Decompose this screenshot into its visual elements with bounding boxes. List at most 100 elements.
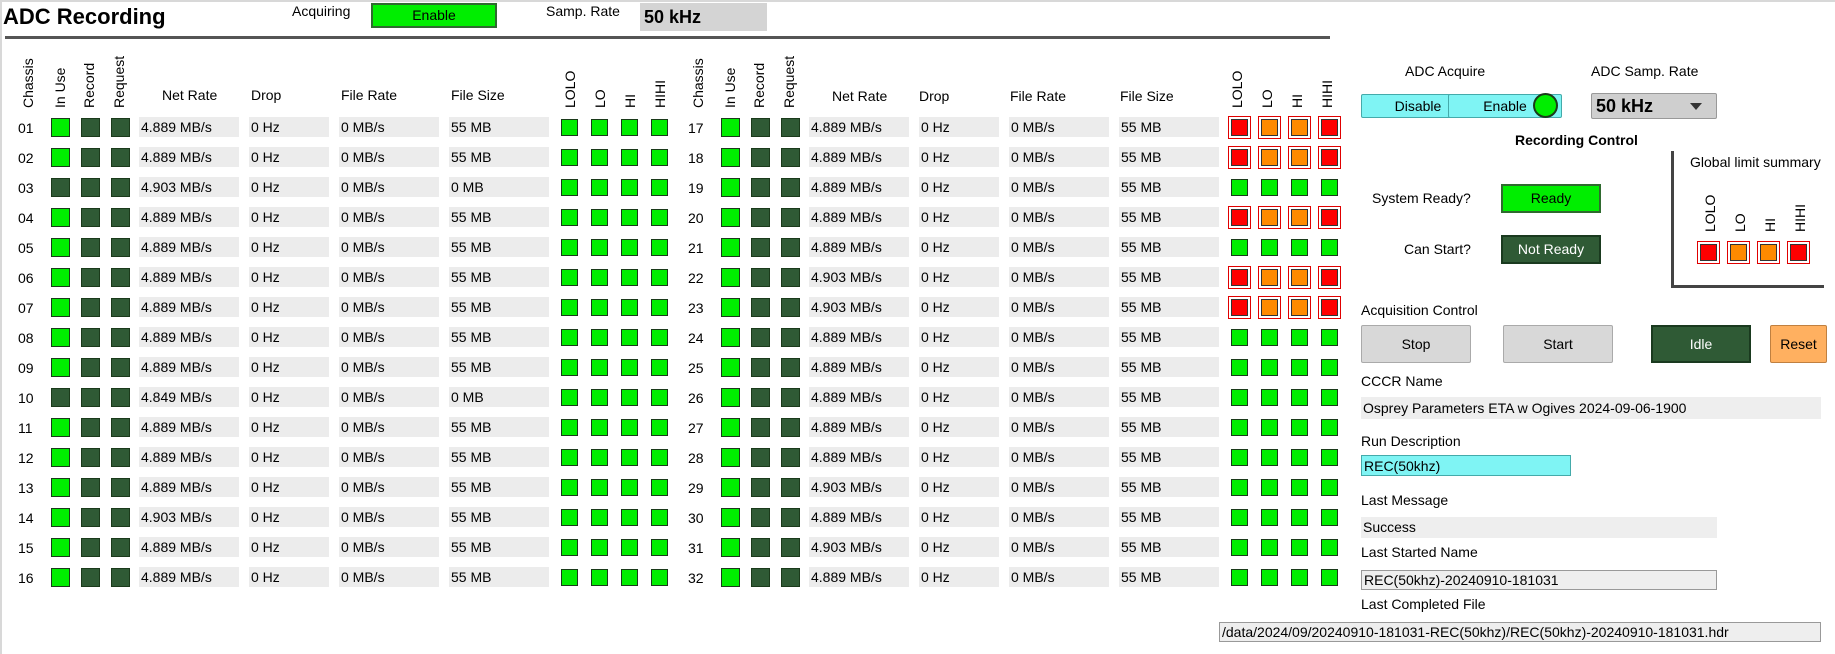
net-rate-field: 4.889 MB/s bbox=[139, 357, 239, 377]
table-row: 27 4.889 MB/s 0 Hz 0 MB/s 55 MB bbox=[670, 417, 1338, 439]
table-row: 23 4.903 MB/s 0 Hz 0 MB/s 55 MB bbox=[670, 296, 1341, 319]
in-use-led bbox=[721, 568, 740, 587]
reset-button[interactable]: Reset bbox=[1770, 325, 1827, 363]
record-led bbox=[751, 418, 770, 437]
col-hi: HI bbox=[1289, 94, 1305, 108]
col-hihi: HIHI bbox=[1319, 80, 1335, 108]
drop-field: 0 Hz bbox=[919, 507, 999, 527]
hihi-indicator bbox=[1318, 236, 1341, 259]
lolo-indicator bbox=[1228, 266, 1251, 289]
limit-fill bbox=[1321, 209, 1338, 226]
limit-fill bbox=[651, 119, 668, 136]
drop-field: 0 Hz bbox=[919, 537, 999, 557]
file-rate-field: 0 MB/s bbox=[339, 477, 439, 497]
drop-field: 0 Hz bbox=[919, 387, 999, 407]
drop-field: 0 Hz bbox=[919, 327, 999, 347]
in-use-led bbox=[51, 178, 70, 197]
limit-fill bbox=[591, 539, 608, 556]
limit-fill bbox=[1291, 569, 1308, 586]
hihi-indicator bbox=[648, 146, 671, 169]
file-size-field: 55 MB bbox=[1119, 147, 1219, 167]
lolo-indicator bbox=[558, 476, 581, 499]
limit-fill bbox=[1231, 479, 1248, 496]
limit-fill bbox=[1261, 149, 1278, 166]
adc-samp-rate-dropdown[interactable]: 50 kHz bbox=[1591, 93, 1717, 119]
table-row: 19 4.889 MB/s 0 Hz 0 MB/s 55 MB bbox=[670, 177, 1338, 199]
hi-indicator bbox=[1288, 266, 1311, 289]
drop-field: 0 Hz bbox=[919, 477, 999, 497]
limit-fill bbox=[621, 149, 638, 166]
in-use-led bbox=[51, 568, 70, 587]
lo-indicator bbox=[1258, 506, 1281, 529]
global-lolo-label: LOLO bbox=[1702, 194, 1718, 232]
hihi-indicator bbox=[648, 386, 671, 409]
last-started-label: Last Started Name bbox=[1361, 544, 1478, 560]
net-rate-field: 4.889 MB/s bbox=[139, 417, 239, 437]
stop-button[interactable]: Stop bbox=[1361, 325, 1471, 363]
limit-fill bbox=[591, 509, 608, 526]
lo-indicator bbox=[588, 296, 611, 319]
limit-fill bbox=[651, 209, 668, 226]
col-request: Request bbox=[781, 55, 797, 108]
drop-field: 0 Hz bbox=[249, 447, 329, 467]
start-button[interactable]: Start bbox=[1503, 325, 1613, 363]
record-led bbox=[81, 298, 100, 317]
file-rate-field: 0 MB/s bbox=[339, 147, 439, 167]
file-size-field: 55 MB bbox=[449, 567, 549, 587]
record-led bbox=[81, 508, 100, 527]
acquiring-indicator: Enable bbox=[371, 3, 497, 28]
limit-fill bbox=[1321, 329, 1338, 346]
table-row: 06 4.889 MB/s 0 Hz 0 MB/s 55 MB bbox=[0, 267, 668, 289]
request-led bbox=[781, 238, 800, 257]
file-rate-field: 0 MB/s bbox=[339, 297, 439, 317]
file-rate-field: 0 MB/s bbox=[339, 357, 439, 377]
record-led bbox=[751, 298, 770, 317]
record-led bbox=[751, 268, 770, 287]
lo-indicator bbox=[588, 356, 611, 379]
file-rate-field: 0 MB/s bbox=[339, 237, 439, 257]
col-lo: LO bbox=[592, 89, 608, 108]
hihi-indicator bbox=[1318, 446, 1341, 469]
lolo-indicator bbox=[1228, 536, 1251, 559]
hihi-indicator bbox=[1318, 356, 1341, 379]
limit-fill bbox=[651, 269, 668, 286]
in-use-led bbox=[721, 448, 740, 467]
drop-field: 0 Hz bbox=[919, 357, 999, 377]
request-led bbox=[111, 538, 130, 557]
limit-fill bbox=[621, 179, 638, 196]
col-file-size: File Size bbox=[451, 87, 505, 103]
drop-field: 0 Hz bbox=[249, 537, 329, 557]
limit-fill bbox=[1231, 419, 1248, 436]
chassis-number: 30 bbox=[688, 510, 704, 526]
chevron-down-icon bbox=[1690, 103, 1702, 110]
file-size-field: 55 MB bbox=[449, 237, 549, 257]
limit-fill bbox=[1321, 509, 1338, 526]
hi-indicator bbox=[618, 116, 641, 139]
lo-indicator bbox=[1258, 236, 1281, 259]
limit-fill bbox=[1321, 119, 1338, 136]
chassis-number: 28 bbox=[688, 450, 704, 466]
limit-fill bbox=[561, 539, 578, 556]
limit-fill bbox=[1790, 244, 1807, 261]
chassis-number: 25 bbox=[688, 360, 704, 376]
chassis-number: 11 bbox=[18, 420, 33, 436]
drop-field: 0 Hz bbox=[249, 327, 329, 347]
net-rate-field: 4.903 MB/s bbox=[139, 177, 239, 197]
lolo-indicator bbox=[558, 536, 581, 559]
lolo-indicator bbox=[558, 176, 581, 199]
limit-fill bbox=[1261, 449, 1278, 466]
in-use-led bbox=[51, 268, 70, 287]
col-file-rate: File Rate bbox=[1010, 88, 1067, 104]
col-record: Record bbox=[751, 62, 767, 108]
lo-indicator bbox=[588, 116, 611, 139]
limit-fill bbox=[1321, 419, 1338, 436]
lolo-indicator bbox=[1228, 566, 1251, 589]
limit-fill bbox=[1291, 389, 1308, 406]
request-led bbox=[781, 358, 800, 377]
hihi-indicator bbox=[648, 236, 671, 259]
chassis-number: 10 bbox=[18, 390, 34, 406]
limit-fill bbox=[1261, 239, 1278, 256]
limit-fill bbox=[1730, 244, 1747, 261]
lo-indicator bbox=[588, 176, 611, 199]
run-description-input[interactable] bbox=[1361, 455, 1571, 476]
